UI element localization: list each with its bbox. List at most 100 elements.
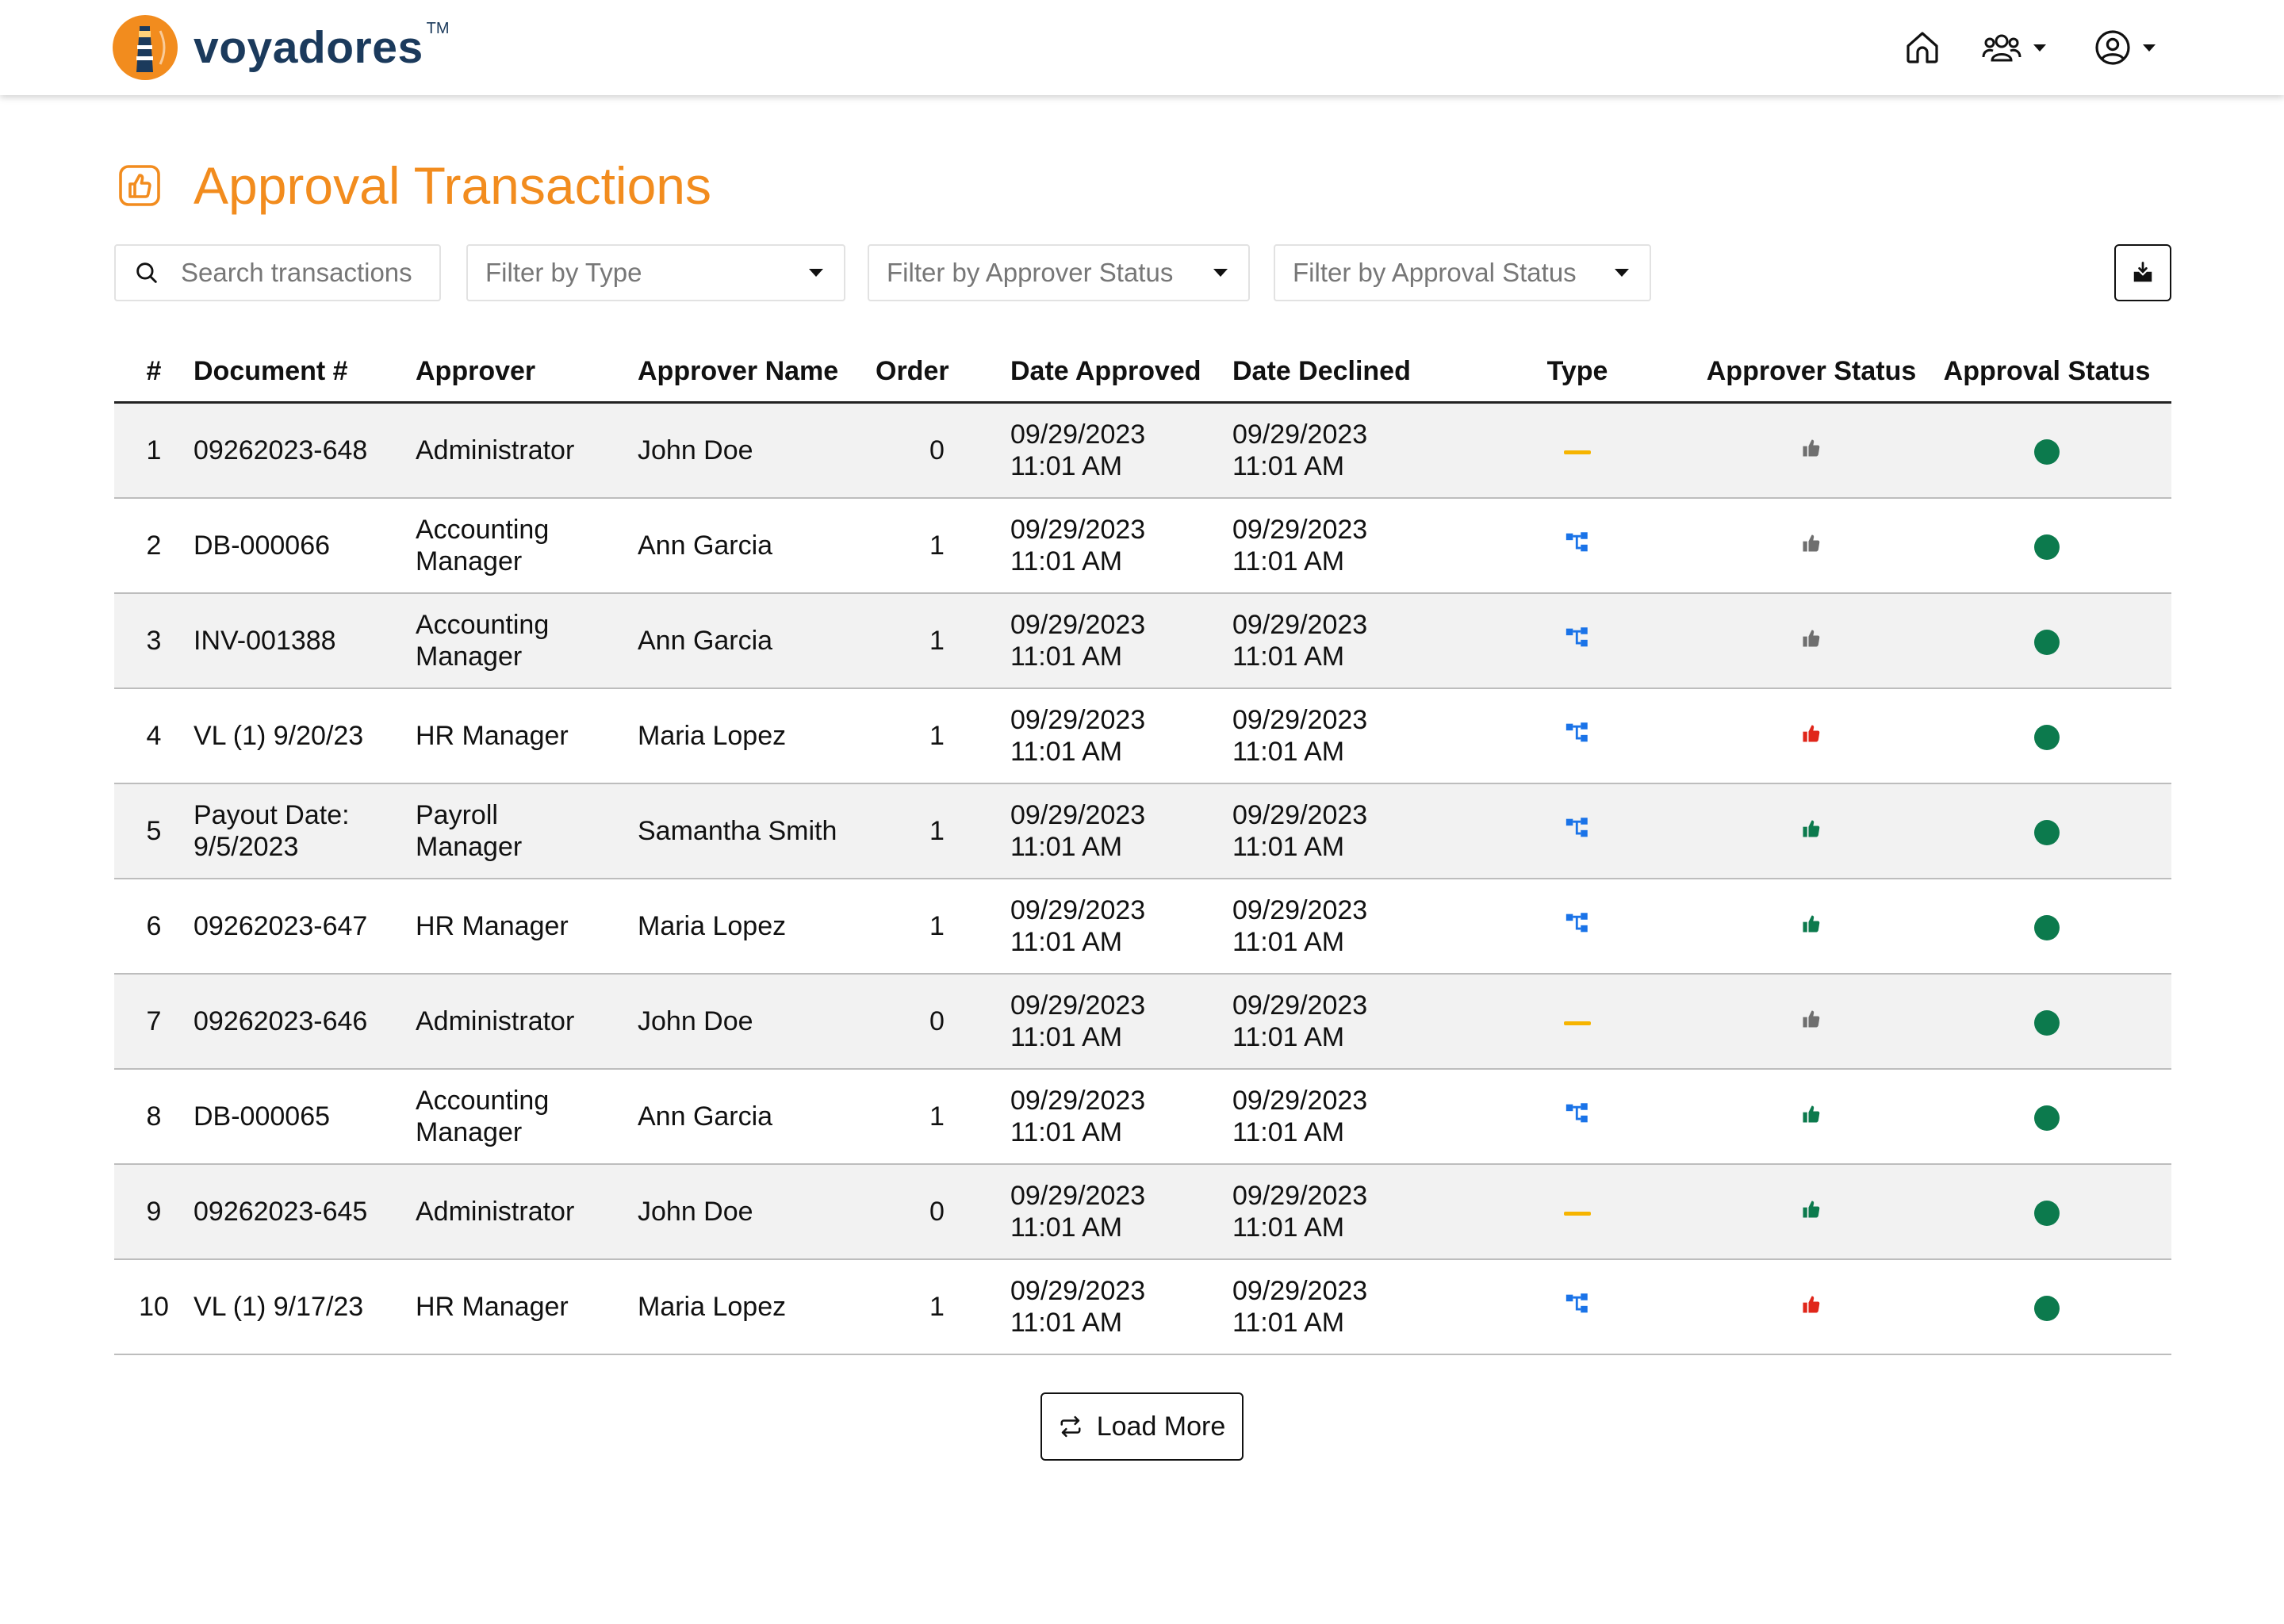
col-header-type[interactable]: Type bbox=[1454, 341, 1700, 404]
type-cell bbox=[1454, 688, 1700, 784]
document-number[interactable]: 09262023-646 bbox=[194, 974, 416, 1070]
document-number[interactable]: Payout Date: 9/5/2023 bbox=[194, 783, 416, 879]
approver-name: Maria Lopez bbox=[638, 879, 876, 975]
page-title: Approval Transactions bbox=[194, 156, 712, 215]
col-header-number[interactable]: # bbox=[114, 341, 194, 404]
approver-status-cell bbox=[1700, 783, 1922, 879]
approval-status-dot-icon bbox=[2034, 1010, 2060, 1036]
thumbs-up-pending-icon bbox=[1803, 534, 1820, 552]
type-cell bbox=[1454, 783, 1700, 879]
table-header-row: # Document # Approver Approver Name Orde… bbox=[114, 341, 2171, 404]
order: 1 bbox=[876, 879, 1010, 975]
type-cell bbox=[1454, 1259, 1700, 1355]
approver-name: John Doe bbox=[638, 402, 876, 499]
brand-logo[interactable]: voyadores TM bbox=[113, 14, 450, 81]
col-header-order[interactable]: Order bbox=[876, 341, 1010, 404]
type-cell bbox=[1454, 402, 1700, 499]
chevron-down-icon bbox=[809, 269, 823, 277]
single-type-dash-icon bbox=[1564, 1211, 1591, 1216]
account-menu[interactable] bbox=[2094, 24, 2156, 71]
approver-name: Maria Lopez bbox=[638, 688, 876, 784]
document-number[interactable]: VL (1) 9/17/23 bbox=[194, 1259, 416, 1355]
row-number: 8 bbox=[114, 1069, 194, 1165]
approver: Administrator bbox=[416, 402, 638, 499]
order: 1 bbox=[876, 498, 1010, 594]
export-button[interactable] bbox=[2114, 244, 2171, 301]
approval-status-dot-icon bbox=[2034, 725, 2060, 751]
load-more-label: Load More bbox=[1096, 1411, 1226, 1442]
approver-status-cell bbox=[1700, 974, 1922, 1070]
table-row[interactable]: 9 09262023-645 Administrator John Doe 0 … bbox=[114, 1164, 2171, 1260]
single-type-dash-icon bbox=[1564, 450, 1591, 454]
col-header-approval-status[interactable]: Approval Status bbox=[1922, 341, 2171, 404]
col-header-approver-status[interactable]: Approver Status bbox=[1700, 341, 1922, 404]
date-approved: 09/29/2023 11:01 AM bbox=[1010, 1069, 1232, 1165]
document-number[interactable]: VL (1) 9/20/23 bbox=[194, 688, 416, 784]
table-row[interactable]: 8 DB-000065 Accounting Manager Ann Garci… bbox=[114, 1069, 2171, 1165]
team-menu[interactable] bbox=[1981, 24, 2046, 71]
approver: Administrator bbox=[416, 974, 638, 1070]
approval-status-cell bbox=[1922, 688, 2171, 784]
date-declined: 09/29/2023 11:01 AM bbox=[1232, 688, 1454, 784]
table-row[interactable]: 3 INV-001388 Accounting Manager Ann Garc… bbox=[114, 593, 2171, 689]
order: 1 bbox=[876, 688, 1010, 784]
thumbs-up-declined-icon bbox=[1803, 725, 1820, 742]
users-icon bbox=[1982, 34, 2021, 62]
hierarchy-type-icon bbox=[1565, 1293, 1588, 1312]
document-number[interactable]: DB-000066 bbox=[194, 498, 416, 594]
approver-name: John Doe bbox=[638, 974, 876, 1070]
approval-status-dot-icon bbox=[2034, 1105, 2060, 1132]
document-number[interactable]: 09262023-647 bbox=[194, 879, 416, 975]
table-row[interactable]: 10 VL (1) 9/17/23 HR Manager Maria Lopez… bbox=[114, 1259, 2171, 1355]
thumbs-up-pending-icon bbox=[1803, 1010, 1820, 1028]
date-declined: 09/29/2023 11:01 AM bbox=[1232, 783, 1454, 879]
filter-approver-status-select[interactable]: Filter by Approver Status bbox=[868, 244, 1250, 301]
table-row[interactable]: 4 VL (1) 9/20/23 HR Manager Maria Lopez … bbox=[114, 688, 2171, 784]
table-row[interactable]: 5 Payout Date: 9/5/2023 Payroll Manager … bbox=[114, 783, 2171, 879]
approver-status-cell bbox=[1700, 593, 1922, 689]
filter-type-select[interactable]: Filter by Type bbox=[466, 244, 845, 301]
search-input[interactable]: Search transactions bbox=[114, 244, 441, 301]
trademark-mark: TM bbox=[426, 19, 450, 37]
hierarchy-type-icon bbox=[1565, 1102, 1588, 1122]
approver: Accounting Manager bbox=[416, 593, 638, 689]
approver: Accounting Manager bbox=[416, 498, 638, 594]
order: 0 bbox=[876, 1164, 1010, 1260]
col-header-date-declined[interactable]: Date Declined bbox=[1232, 341, 1454, 404]
row-number: 4 bbox=[114, 688, 194, 784]
table-row[interactable]: 1 09262023-648 Administrator John Doe 0 … bbox=[114, 402, 2171, 499]
document-number[interactable]: DB-000065 bbox=[194, 1069, 416, 1165]
date-approved: 09/29/2023 11:01 AM bbox=[1010, 1164, 1232, 1260]
date-declined: 09/29/2023 11:01 AM bbox=[1232, 1069, 1454, 1165]
document-number[interactable]: 09262023-645 bbox=[194, 1164, 416, 1260]
home-nav[interactable] bbox=[1903, 24, 1941, 71]
date-approved: 09/29/2023 11:01 AM bbox=[1010, 1259, 1232, 1355]
load-more-button[interactable]: Load More bbox=[1040, 1392, 1244, 1461]
approver-status-cell bbox=[1700, 1259, 1922, 1355]
col-header-document[interactable]: Document # bbox=[194, 341, 416, 404]
document-number[interactable]: INV-001388 bbox=[194, 593, 416, 689]
document-number[interactable]: 09262023-648 bbox=[194, 402, 416, 499]
col-header-approver-name[interactable]: Approver Name bbox=[638, 341, 876, 404]
table-row[interactable]: 6 09262023-647 HR Manager Maria Lopez 1 … bbox=[114, 879, 2171, 975]
filter-approval-status-select[interactable]: Filter by Approval Status bbox=[1274, 244, 1651, 301]
home-icon bbox=[1907, 32, 1938, 63]
brand-name: voyadores bbox=[194, 22, 423, 73]
filter-approval-status-label: Filter by Approval Status bbox=[1293, 258, 1577, 287]
chevron-down-icon bbox=[1615, 269, 1629, 277]
col-header-date-approved[interactable]: Date Approved bbox=[1010, 341, 1232, 404]
table-row[interactable]: 2 DB-000066 Accounting Manager Ann Garci… bbox=[114, 498, 2171, 594]
approver-status-cell bbox=[1700, 1164, 1922, 1260]
col-header-approver[interactable]: Approver bbox=[416, 341, 638, 404]
row-number: 9 bbox=[114, 1164, 194, 1260]
approver-status-cell bbox=[1700, 688, 1922, 784]
approver-name: Samantha Smith bbox=[638, 783, 876, 879]
thumbs-up-declined-icon bbox=[1803, 1296, 1820, 1313]
approver-status-cell bbox=[1700, 402, 1922, 499]
date-approved: 09/29/2023 11:01 AM bbox=[1010, 974, 1232, 1070]
approver-name: Ann Garcia bbox=[638, 1069, 876, 1165]
table-row[interactable]: 7 09262023-646 Administrator John Doe 0 … bbox=[114, 974, 2171, 1070]
row-number: 3 bbox=[114, 593, 194, 689]
approver-name: Ann Garcia bbox=[638, 498, 876, 594]
approval-status-cell bbox=[1922, 498, 2171, 594]
